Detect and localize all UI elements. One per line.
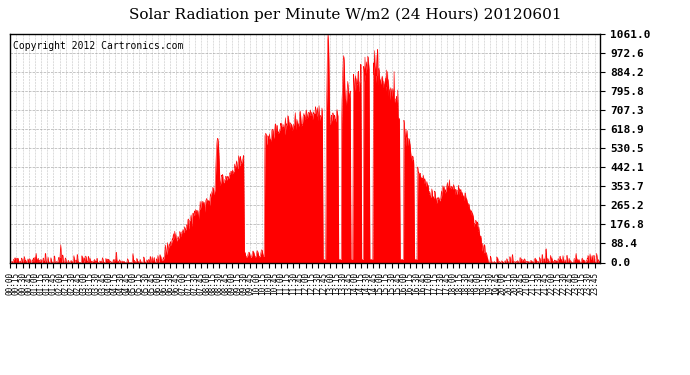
Text: Solar Radiation per Minute W/m2 (24 Hours) 20120601: Solar Radiation per Minute W/m2 (24 Hour… xyxy=(129,8,561,22)
Text: Copyright 2012 Cartronics.com: Copyright 2012 Cartronics.com xyxy=(13,40,184,51)
